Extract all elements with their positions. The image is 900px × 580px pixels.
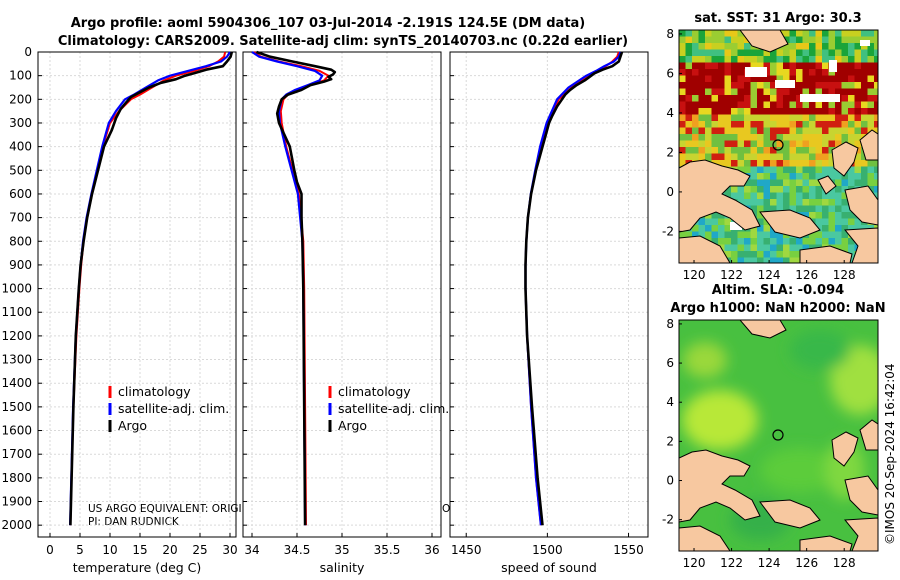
x-tick-label: 30 xyxy=(222,543,237,557)
legend-label: Argo xyxy=(118,418,147,433)
x-tick-label: 15 xyxy=(132,543,147,557)
x-tick-label: 128 xyxy=(833,556,856,570)
y-tick-label: 700 xyxy=(9,211,32,225)
x-axis-label: salinity xyxy=(320,560,365,575)
figure-title-line2: Climatology: CARS2009. Satellite-adj cli… xyxy=(58,34,628,49)
x-tick-label: 1500 xyxy=(532,543,563,557)
y-tick-label: 1200 xyxy=(1,329,32,343)
y-tick-label: 800 xyxy=(9,234,32,248)
y-tick-label: 4 xyxy=(666,395,674,409)
y-tick-label: 0 xyxy=(666,474,674,488)
legend-label: climatology xyxy=(338,384,411,399)
x-tick-label: 20 xyxy=(162,543,177,557)
x-tick-label: 10 xyxy=(102,543,117,557)
y-tick-label: 6 xyxy=(666,66,674,80)
x-tick-label: 35 xyxy=(334,543,349,557)
y-tick-label: 8 xyxy=(666,27,674,41)
x-tick-label: 122 xyxy=(720,556,743,570)
y-tick-label: 2 xyxy=(666,145,674,159)
credit-line1: US ARGO EQUIVALENT: ORIGI xyxy=(88,503,242,515)
x-tick-label: 36 xyxy=(424,543,439,557)
y-tick-label: 200 xyxy=(9,92,32,106)
series-line-argo xyxy=(524,51,624,526)
legend-label: satellite-adj. clim. xyxy=(338,401,449,416)
credit-line2: PI: DAN RUDNICK xyxy=(88,516,180,528)
y-tick-label: 6 xyxy=(666,356,674,370)
x-tick-label: 34.5 xyxy=(284,543,311,557)
x-tick-label: 124 xyxy=(758,268,781,282)
sat-sst-map-axes: 120 122 124 126 128 -2 0 2 4 6 8 xyxy=(662,27,856,282)
x-tick-label: 124 xyxy=(758,556,781,570)
x-axis-label: temperature (deg C) xyxy=(73,560,202,575)
y-tick-label: 1100 xyxy=(1,305,32,319)
x-tick-label: 126 xyxy=(795,556,818,570)
credit-tail: O xyxy=(442,503,450,515)
y-tick-label: 300 xyxy=(9,116,32,130)
y-tick-label: 500 xyxy=(9,163,32,177)
x-axis-label: speed of sound xyxy=(501,560,597,575)
y-tick-label: -2 xyxy=(662,224,674,238)
x-tick-label: 128 xyxy=(833,268,856,282)
series-line-argo xyxy=(69,51,234,526)
x-tick-label: 120 xyxy=(683,556,706,570)
sst-map xyxy=(679,30,878,263)
land-mass xyxy=(679,30,878,263)
altimetry-map-title-line1: Altim. SLA: -0.094 xyxy=(712,283,844,298)
x-tick-label: 126 xyxy=(795,268,818,282)
y-tick-label: 0 xyxy=(24,45,32,59)
salinity-profile-panel: 34 34.5 35 35.5 36 salinity climatology satelli… xyxy=(242,50,449,575)
altimetry-map xyxy=(679,320,878,551)
y-tick-label: 1500 xyxy=(1,400,32,414)
y-tick-label: 1400 xyxy=(1,376,32,390)
plot-frame xyxy=(37,51,237,538)
land-mass xyxy=(679,320,878,551)
y-tick-label: 1600 xyxy=(1,424,32,438)
copyright-stamp: ©IMOS 20-Sep-2024 16:42:04 xyxy=(883,363,897,545)
y-tick-label: 1900 xyxy=(1,495,32,509)
y-tick-label: 400 xyxy=(9,140,32,154)
temperature-profile-panel: 0 5 10 15 20 25 300100200300400500600700800900… xyxy=(1,45,237,575)
y-tick-label: -2 xyxy=(662,513,674,527)
x-tick-label: 25 xyxy=(192,543,207,557)
series-line-argo xyxy=(256,50,337,526)
figure-title-line1: Argo profile: aoml 5904306_107 03-Jul-20… xyxy=(71,16,586,31)
x-tick-label: 120 xyxy=(683,268,706,282)
speed-of-sound-profile-panel: 1450 1500 1550 speed of sound xyxy=(449,51,649,575)
sst-map-title: sat. SST: 31 Argo: 30.3 xyxy=(694,11,861,26)
altimetry-map-title-line2: Argo h1000: NaN h2000: NaN xyxy=(670,301,885,316)
x-tick-label: 35.5 xyxy=(374,543,401,557)
y-tick-label: 2 xyxy=(666,434,674,448)
y-tick-label: 1000 xyxy=(1,282,32,296)
legend-label: satellite-adj. clim. xyxy=(118,401,229,416)
y-tick-label: 900 xyxy=(9,258,32,272)
legend-label: climatology xyxy=(118,384,191,399)
x-tick-label: 0 xyxy=(46,543,54,557)
y-tick-label: 1800 xyxy=(1,471,32,485)
x-tick-label: 1450 xyxy=(451,543,482,557)
legend-label: Argo xyxy=(338,418,367,433)
y-tick-label: 2000 xyxy=(1,518,32,532)
plot-frame xyxy=(449,51,649,538)
y-tick-label: 1300 xyxy=(1,353,32,367)
argo-location-marker xyxy=(772,139,784,151)
y-tick-label: 8 xyxy=(666,317,674,331)
y-tick-label: 1700 xyxy=(1,447,32,461)
y-tick-label: 4 xyxy=(666,106,674,120)
x-tick-label: 34 xyxy=(244,543,259,557)
y-tick-label: 100 xyxy=(9,69,32,83)
y-tick-label: 0 xyxy=(666,185,674,199)
x-tick-label: 5 xyxy=(76,543,84,557)
x-tick-label: 122 xyxy=(720,268,743,282)
argo-location-marker xyxy=(772,429,784,441)
altimetry-map-axes: 120 122 124 126 128 -2 0 2 4 6 8 xyxy=(662,317,856,570)
y-tick-label: 600 xyxy=(9,187,32,201)
x-tick-label: 1550 xyxy=(613,543,644,557)
